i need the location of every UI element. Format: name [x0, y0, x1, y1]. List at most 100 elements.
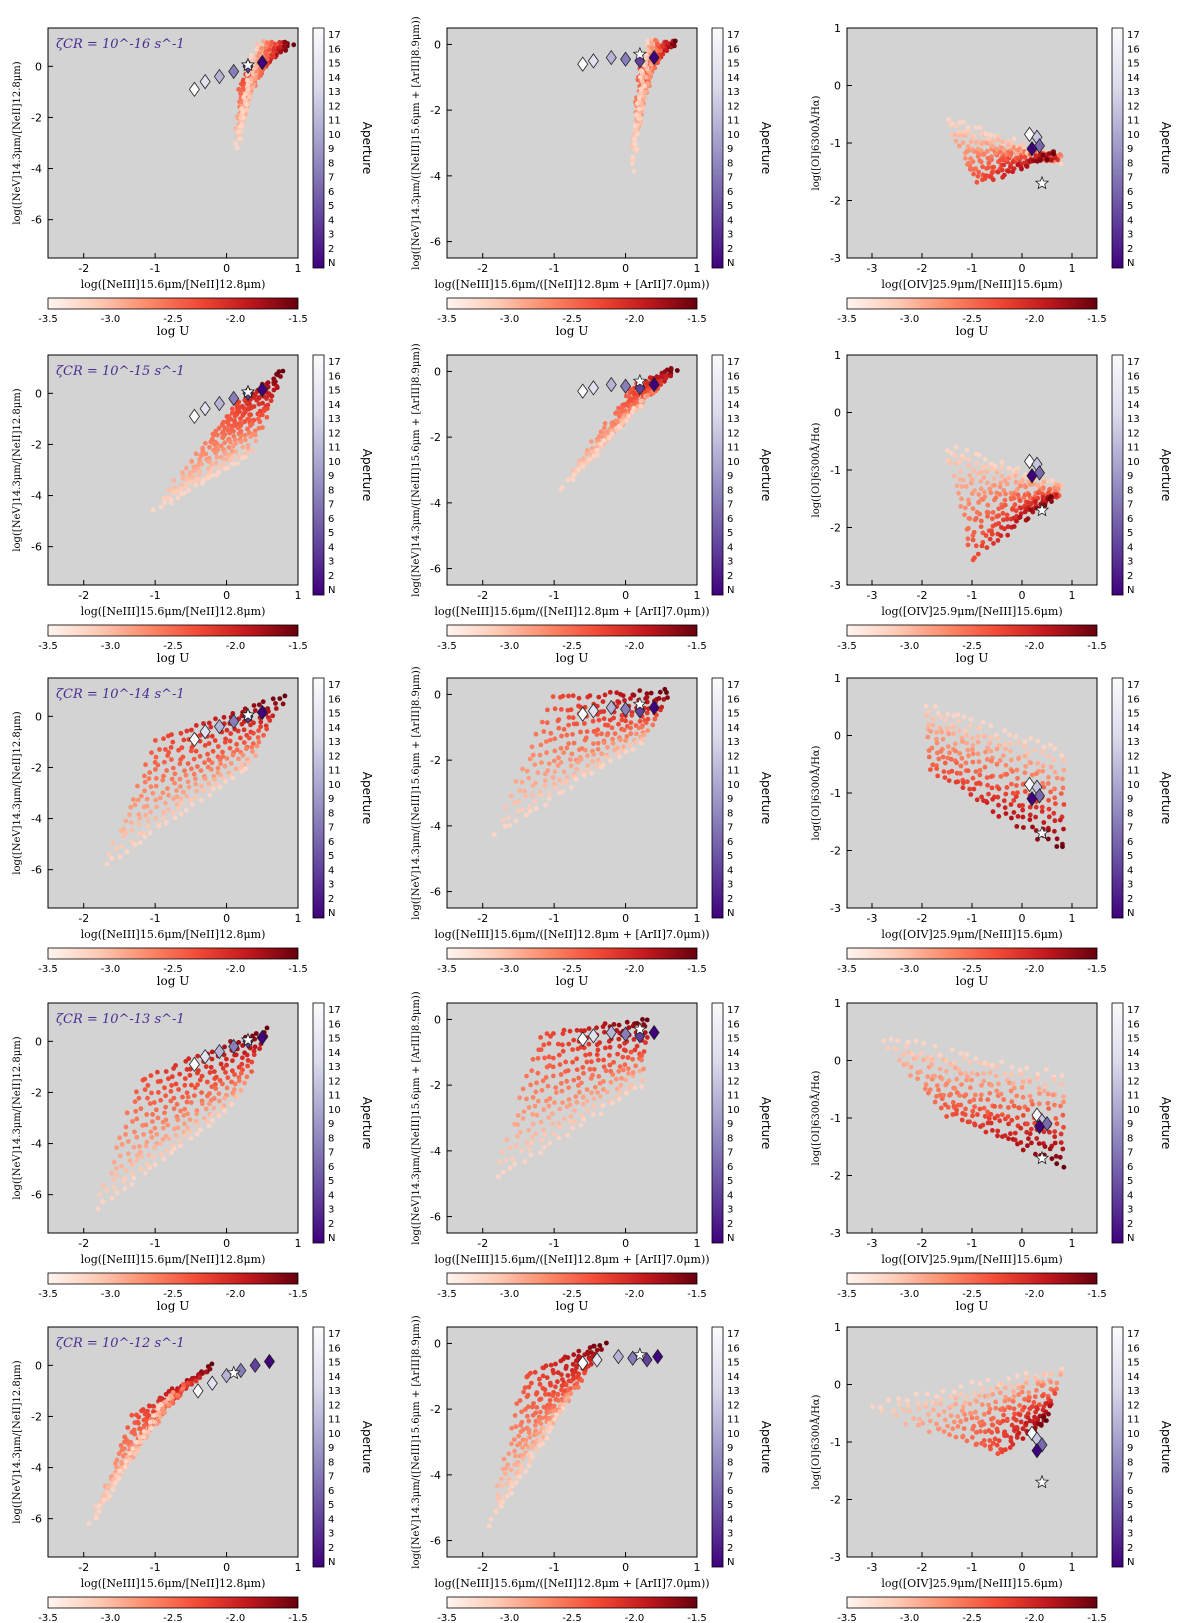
model-point — [194, 1111, 200, 1117]
logu-tick-label: -3.5 — [38, 1613, 58, 1623]
model-point — [989, 157, 994, 163]
aperture-label: Aperture — [1159, 1421, 1173, 1474]
model-point — [168, 745, 174, 750]
aperture-tick-label: 10 — [328, 1105, 341, 1116]
model-point — [1058, 1140, 1064, 1145]
observation-diamond — [206, 1375, 218, 1391]
model-point — [209, 462, 215, 467]
observation-diamond — [587, 380, 599, 396]
model-point — [654, 41, 660, 47]
model-point — [977, 1393, 982, 1399]
model-point — [486, 1523, 492, 1529]
model-point — [970, 537, 976, 543]
x-tick-label: 0 — [223, 589, 230, 602]
model-point — [1020, 1426, 1026, 1432]
observation-diamond — [620, 51, 632, 67]
model-point — [240, 1055, 245, 1061]
model-point — [209, 733, 215, 739]
x-axis-label: log([NeIII]15.6μm/([NeII]12.8μm + [ArII]… — [434, 278, 709, 291]
model-point — [966, 160, 971, 166]
model-point — [982, 489, 987, 495]
model-point — [977, 125, 983, 131]
nucleus-star — [240, 384, 256, 399]
model-point — [193, 723, 199, 728]
model-point — [225, 1075, 231, 1081]
aperture-tick-label: 7 — [727, 1148, 733, 1159]
model-point — [600, 1079, 606, 1084]
model-point — [174, 801, 180, 807]
model-point — [980, 719, 986, 725]
model-point — [508, 1145, 513, 1151]
model-point — [247, 412, 253, 418]
model-point — [976, 169, 982, 175]
model-point — [1010, 769, 1015, 774]
model-point — [541, 1429, 547, 1435]
x-tick-label: 1 — [295, 1237, 302, 1250]
model-point — [272, 45, 277, 50]
y-axis-label: log([OI]6300Å/Hα) — [810, 1070, 822, 1165]
model-point — [954, 760, 959, 766]
model-point — [168, 1098, 174, 1104]
logu-label: log U — [157, 651, 190, 665]
model-point — [230, 461, 236, 467]
aperture-label: Aperture — [360, 449, 374, 502]
x-axis-label: log([OIV]25.9μm/[NeIII]15.6μm) — [881, 1253, 1062, 1266]
aperture-tick-label: 10 — [328, 130, 341, 141]
aperture-label: Aperture — [759, 772, 773, 825]
model-point — [638, 120, 644, 125]
model-point — [129, 827, 135, 833]
model-point — [554, 1090, 559, 1095]
model-point — [230, 1068, 235, 1074]
model-point — [529, 1451, 534, 1457]
model-point — [224, 756, 230, 761]
model-point — [624, 1090, 629, 1096]
model-point — [524, 768, 530, 774]
aperture-colorbar-bar — [1111, 1326, 1124, 1568]
model-point — [987, 1444, 993, 1449]
model-point — [197, 733, 203, 738]
aperture-tick-label: 4 — [727, 215, 733, 226]
aperture-tick-label: 4 — [328, 865, 334, 876]
model-point — [183, 465, 189, 471]
model-point — [526, 1105, 532, 1110]
model-point — [952, 1389, 957, 1394]
aperture-tick-label: 3 — [1127, 557, 1133, 568]
aperture-tick-label: 3 — [727, 880, 733, 891]
observation-diamond — [577, 56, 589, 72]
model-point — [201, 788, 207, 793]
model-point — [530, 1121, 536, 1127]
model-point — [644, 699, 650, 705]
model-point — [556, 725, 562, 731]
model-point — [199, 1073, 205, 1079]
model-point — [972, 1092, 978, 1098]
model-point — [620, 693, 626, 698]
model-point — [979, 1082, 984, 1088]
model-point — [990, 139, 996, 145]
model-point — [992, 1104, 997, 1109]
model-point — [117, 854, 123, 860]
model-point — [983, 1129, 989, 1135]
aperture-tick-label: 17 — [328, 680, 341, 691]
model-point — [973, 166, 979, 172]
model-point — [941, 769, 947, 774]
logu-tick-label: -3.5 — [38, 964, 58, 975]
aperture-tick-label: 8 — [1127, 1457, 1133, 1468]
model-point — [945, 744, 951, 749]
observation-points — [1024, 453, 1050, 517]
model-point — [990, 510, 996, 515]
model-point — [538, 1047, 544, 1053]
model-point — [247, 417, 252, 423]
logu-tick-label: -3.0 — [500, 1289, 520, 1300]
panel-r4-c1: -2 -1 0 1-6-4-20log([NeIII]15.6μm/([NeII]12… — [411, 1315, 773, 1623]
model-point — [541, 1042, 547, 1048]
model-point — [958, 771, 963, 776]
aperture-tick-label: 13 — [1127, 414, 1140, 425]
model-point — [555, 763, 561, 768]
model-point — [1046, 774, 1051, 780]
model-point — [199, 1090, 205, 1095]
model-point — [217, 1078, 223, 1083]
model-point — [977, 1106, 983, 1112]
model-point — [151, 1403, 156, 1409]
model-point — [953, 1401, 959, 1407]
model-point — [1040, 780, 1045, 786]
